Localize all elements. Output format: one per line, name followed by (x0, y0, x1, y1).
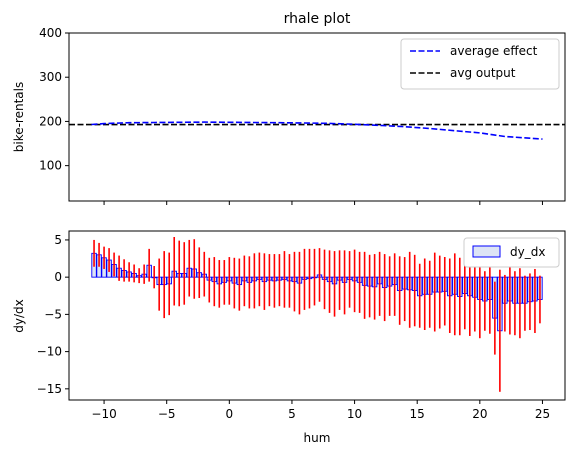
bottom-y-ticks: −15 −10 −5 0 5 (37, 233, 69, 396)
bottom-x-axis-label: hum (304, 431, 331, 445)
top-legend-box (400, 38, 560, 90)
legend-dy-dx-label: dy_dx (510, 245, 545, 259)
bottom-x-tick-label: 0 (226, 407, 234, 421)
legend-average-effect-label: average effect (450, 44, 538, 58)
bottom-x-tick-label: 20 (472, 407, 487, 421)
bottom-x-tick-label: 15 (410, 407, 425, 421)
bottom-x-tick-label: 5 (288, 407, 296, 421)
bottom-x-tick-label: 25 (535, 407, 550, 421)
bottom-plot-marks (91, 236, 543, 392)
top-plot-marks (69, 121, 565, 140)
top-y-tick-label: 200 (39, 114, 62, 128)
bottom-plot-frame (68, 230, 566, 401)
top-plot-frame (68, 32, 566, 202)
top-y-tick-label: 100 (39, 159, 62, 173)
bottom-y-axis-label: dy/dx (12, 299, 26, 332)
top-x-ticks (103, 201, 543, 205)
top-y-tick-label: 400 (39, 26, 62, 40)
top-y-axis-label: bike-rentals (12, 82, 26, 153)
bottom-x-tick-label: −10 (91, 407, 116, 421)
bottom-y-tick-label: −10 (37, 345, 62, 359)
bottom-y-tick-label: −5 (44, 307, 62, 321)
chart-title: rhale plot (284, 11, 351, 27)
bottom-legend: dy_dx (463, 237, 560, 268)
bottom-x-tick-label: −5 (158, 407, 176, 421)
top-y-ticks: 100 200 300 400 (39, 26, 69, 173)
bottom-y-tick-label: 5 (54, 233, 62, 247)
bottom-x-ticks: −10 −5 0 5 10 15 20 25 (91, 400, 550, 421)
top-legend: average effect avg output (400, 38, 560, 90)
top-plot-panel: 100 200 300 400 bike-rentals average effect… (12, 26, 566, 205)
average-effect-line (91, 121, 543, 140)
legend-dy-dx-swatch (472, 245, 501, 258)
bottom-y-tick-label: −15 (37, 382, 62, 396)
bottom-y-tick-label: 0 (54, 270, 62, 284)
bottom-x-tick-label: 10 (347, 407, 362, 421)
bottom-legend-box (463, 237, 560, 268)
legend-avg-output-label: avg output (450, 66, 516, 80)
top-y-tick-label: 300 (39, 70, 62, 84)
bottom-plot-panel: −15 −10 −5 0 5 −10 −5 0 5 10 15 20 25 dy/dx hum dy_… (12, 230, 566, 445)
